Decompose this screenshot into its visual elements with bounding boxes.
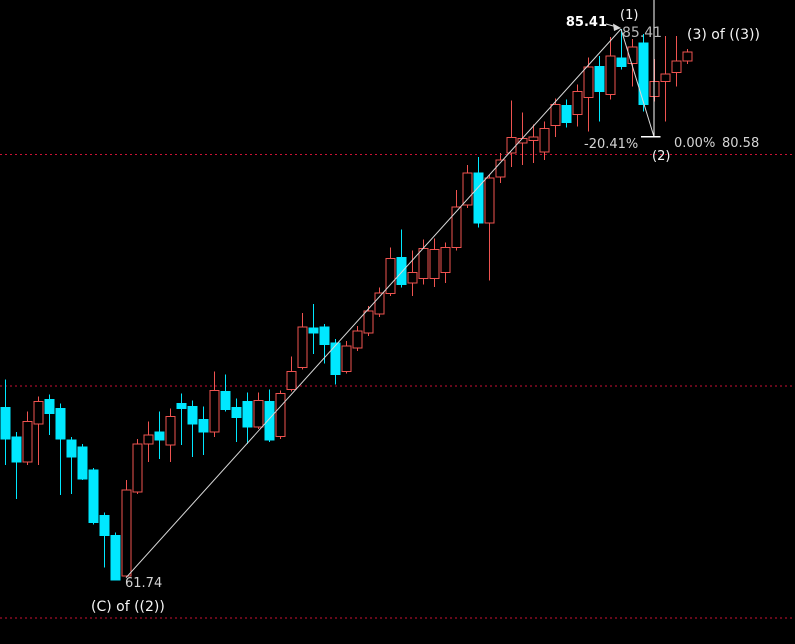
fib-retrace-pct-label: -20.41%	[584, 137, 639, 152]
callout-arrow-head	[613, 23, 621, 31]
candle-body	[0, 407, 11, 440]
candle-body	[198, 419, 209, 433]
candle-body	[330, 342, 341, 375]
candle-body	[22, 421, 33, 463]
candle-body	[616, 57, 627, 67]
candle-body	[528, 136, 539, 142]
wave-1-label[interactable]: (1)	[620, 8, 639, 23]
candle-body	[88, 469, 99, 523]
candle-body	[154, 431, 165, 441]
fib-zero-price-label: 80.58	[722, 136, 760, 151]
candle-body	[77, 446, 88, 480]
candle-body	[33, 401, 44, 425]
candle-body	[242, 401, 253, 428]
candle-body	[99, 514, 110, 536]
candle-body	[451, 206, 462, 248]
candle-body	[11, 436, 22, 463]
candle-body	[352, 330, 363, 349]
candle-body	[275, 393, 286, 438]
candle-body	[473, 172, 484, 224]
candle-body	[627, 46, 638, 64]
candle-body	[462, 172, 473, 206]
candle-body	[132, 443, 143, 493]
candle-body	[264, 401, 275, 441]
candle-body	[66, 439, 77, 458]
candle-body	[176, 403, 187, 410]
candle-body	[671, 60, 682, 73]
candle-body	[495, 159, 506, 178]
wave-c-label[interactable]: (C) of ((2))	[91, 599, 165, 615]
candle-body	[286, 370, 297, 390]
wave1-wave2-line[interactable]	[620, 28, 655, 137]
wave-1-price-label: 85.41	[622, 25, 663, 41]
candle-body	[638, 42, 649, 105]
candle-body	[220, 391, 231, 411]
candle-body	[440, 247, 451, 274]
peak-price-callout-label[interactable]: 85.41	[565, 15, 607, 30]
candle-body	[231, 407, 242, 419]
candle-body	[594, 65, 605, 92]
candle-body	[407, 272, 418, 284]
candle-body	[187, 406, 198, 425]
candle-body	[583, 66, 594, 98]
candle-body	[660, 73, 671, 82]
candle-body	[308, 327, 319, 334]
candle-body	[550, 104, 561, 127]
candle-body	[572, 90, 583, 116]
low-price-label: 61.74	[125, 576, 163, 591]
candle-body	[341, 345, 352, 372]
candle-body	[165, 416, 176, 446]
candle-body	[385, 258, 396, 295]
candle-body	[143, 434, 154, 445]
candle-body	[209, 389, 220, 433]
wave-2-label[interactable]: (2)	[652, 149, 671, 164]
candle-body	[253, 400, 264, 428]
candle-body	[363, 310, 374, 334]
candle-body	[374, 292, 385, 315]
candle-body	[110, 535, 121, 581]
candle-body	[429, 248, 440, 280]
candle-body	[539, 128, 550, 153]
candle-body	[297, 326, 308, 368]
wave-3-label[interactable]: (3) of ((3))	[687, 27, 760, 43]
candle-body	[418, 248, 429, 280]
candle-body	[319, 326, 330, 345]
fib-zero-pct-label: 0.00%	[674, 136, 716, 151]
candle-body	[605, 55, 616, 95]
candle-body	[44, 399, 55, 415]
impulse-line[interactable]	[125, 28, 622, 579]
candle-body	[396, 257, 407, 286]
candle-body	[561, 105, 572, 124]
candle-body	[682, 51, 693, 62]
candle-body	[121, 489, 132, 577]
candle-body	[55, 408, 66, 440]
candle-body	[484, 177, 495, 224]
